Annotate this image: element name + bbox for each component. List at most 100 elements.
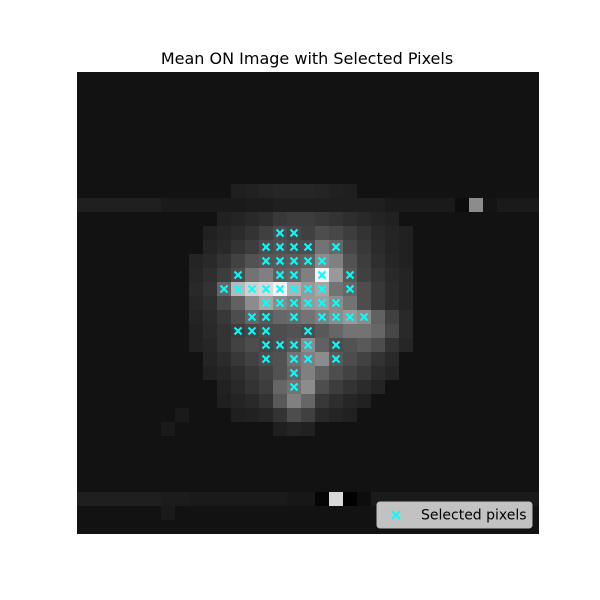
image-pixel <box>413 198 427 212</box>
legend-marker <box>391 510 401 520</box>
image-pixel <box>315 198 329 212</box>
image-pixel <box>329 212 343 226</box>
image-pixel <box>273 492 287 506</box>
chart-title: Mean ON Image with Selected Pixels <box>161 49 453 68</box>
selected-pixel-marker <box>331 298 341 308</box>
image-pixel <box>273 352 287 366</box>
image-pixel <box>399 282 413 296</box>
image-pixel <box>259 268 273 282</box>
selected-pixel-marker <box>317 270 327 280</box>
image-pixel <box>357 324 371 338</box>
image-pixel <box>343 380 357 394</box>
image-pixel <box>343 240 357 254</box>
selected-pixel-marker <box>247 312 257 322</box>
image-pixel <box>231 366 245 380</box>
image-pixel <box>189 296 203 310</box>
image-pixel <box>343 408 357 422</box>
image-pixel <box>329 324 343 338</box>
image-pixel <box>525 198 539 212</box>
image-pixel <box>329 492 343 506</box>
selected-pixel-marker <box>289 368 299 378</box>
image-pixel <box>511 198 525 212</box>
image-pixel <box>287 408 301 422</box>
image-pixel <box>217 240 231 254</box>
image-pixel <box>217 338 231 352</box>
image-pixel <box>217 394 231 408</box>
image-pixel <box>259 380 273 394</box>
image-pixel <box>203 352 217 366</box>
selected-pixel-marker <box>331 354 341 364</box>
image-pixel <box>343 492 357 506</box>
image-pixel <box>371 282 385 296</box>
selected-pixel-marker <box>359 312 369 322</box>
image-pixel <box>217 310 231 324</box>
image-pixel <box>203 240 217 254</box>
selected-pixel-marker <box>303 242 313 252</box>
image-pixel <box>357 212 371 226</box>
image-pixel <box>399 324 413 338</box>
image-pixel <box>343 226 357 240</box>
image-pixel <box>259 408 273 422</box>
image-pixel <box>161 506 175 520</box>
image-pixel <box>315 408 329 422</box>
selected-pixel-marker <box>345 270 355 280</box>
image-pixel <box>399 296 413 310</box>
image-pixel <box>217 366 231 380</box>
legend-label: Selected pixels <box>421 508 527 524</box>
image-pixel <box>259 198 273 212</box>
image-pixel <box>315 380 329 394</box>
image-pixel <box>161 422 175 436</box>
image-pixel <box>161 198 175 212</box>
image-pixel <box>329 282 343 296</box>
selected-pixel-marker <box>303 326 313 336</box>
image-pixel <box>287 184 301 198</box>
image-pixel <box>441 198 455 212</box>
image-pixel <box>287 324 301 338</box>
image-pixel <box>357 198 371 212</box>
image-pixel <box>315 184 329 198</box>
image-pixel <box>203 254 217 268</box>
image-pixel <box>301 380 315 394</box>
image-pixel <box>357 282 371 296</box>
image-pixel <box>315 394 329 408</box>
image-pixel <box>203 324 217 338</box>
image-pixel <box>315 366 329 380</box>
selected-pixel-marker <box>317 298 327 308</box>
image-pixel <box>371 324 385 338</box>
image-pixel <box>217 212 231 226</box>
image-pixel <box>399 338 413 352</box>
image-pixel <box>273 422 287 436</box>
image-pixel <box>371 198 385 212</box>
image-pixel <box>203 226 217 240</box>
image-pixel <box>371 296 385 310</box>
image-pixel <box>469 198 483 212</box>
image-pixel <box>203 492 217 506</box>
image-pixel <box>315 352 329 366</box>
image-pixel <box>399 254 413 268</box>
image-pixel <box>399 268 413 282</box>
image-pixel <box>371 352 385 366</box>
image-pixel <box>371 212 385 226</box>
image-pixel <box>385 254 399 268</box>
image-pixel <box>385 338 399 352</box>
image-pixel <box>273 394 287 408</box>
image-pixel <box>119 492 133 506</box>
selected-pixel-marker <box>289 340 299 350</box>
image-pixel <box>301 310 315 324</box>
image-pixel <box>385 212 399 226</box>
image-pixel <box>385 366 399 380</box>
image-pixel <box>105 492 119 506</box>
image-pixel <box>133 492 147 506</box>
image-pixel <box>231 394 245 408</box>
selected-pixel-marker <box>331 340 341 350</box>
image-pixel <box>231 184 245 198</box>
image-pixel <box>385 352 399 366</box>
image-pixel <box>231 310 245 324</box>
selected-pixel-marker <box>247 284 257 294</box>
image-pixel <box>301 184 315 198</box>
image-pixel <box>343 296 357 310</box>
image-pixel <box>259 492 273 506</box>
selected-pixel-marker <box>303 340 313 350</box>
image-pixel <box>189 198 203 212</box>
